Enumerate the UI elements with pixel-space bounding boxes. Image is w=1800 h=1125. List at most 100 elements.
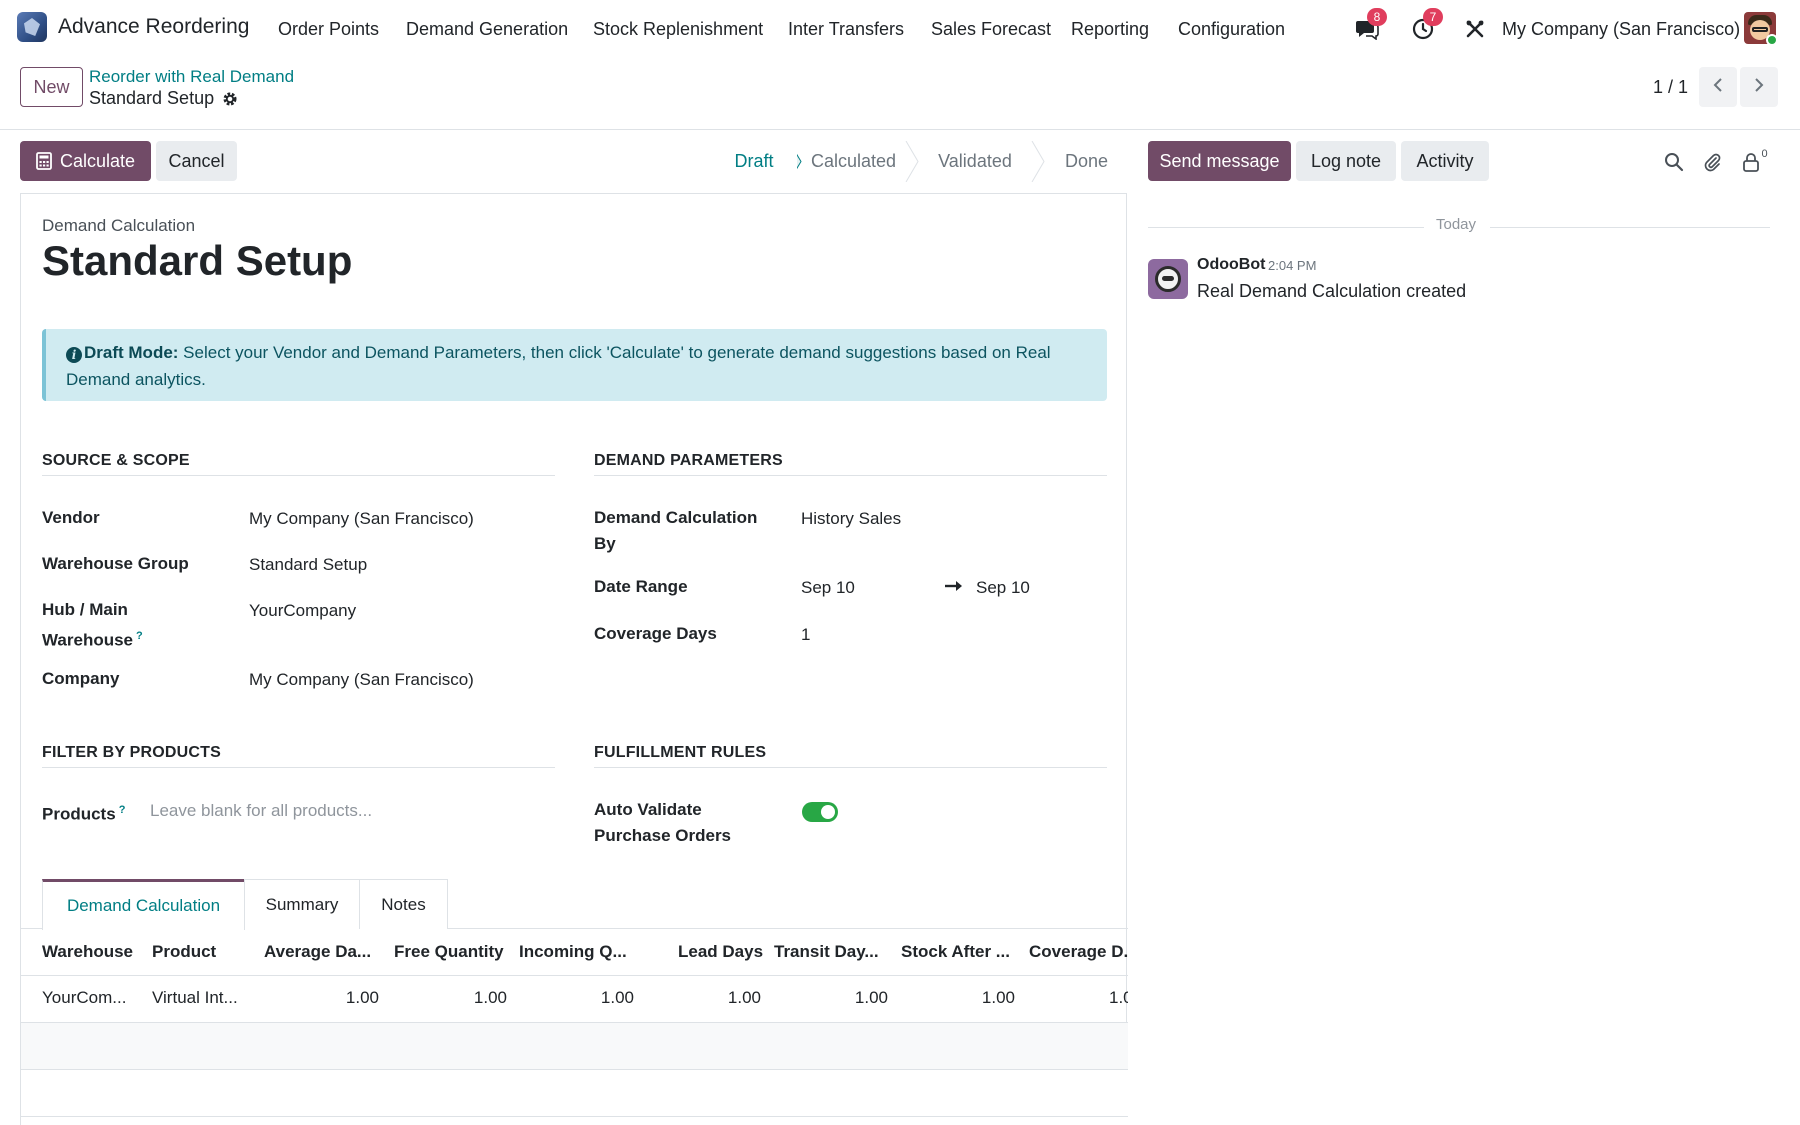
calculator-icon xyxy=(36,152,52,170)
pager-previous-button[interactable] xyxy=(1699,67,1737,107)
form-sheet: Demand Calculation Standard Setup i Draft… xyxy=(20,193,1128,1125)
date-separator: Today xyxy=(1148,216,1770,236)
activities-clock-icon[interactable]: 7 xyxy=(1409,8,1443,43)
log-note-button[interactable]: Log note xyxy=(1296,141,1396,181)
table-row[interactable]: YourCom... Virtual Int... 1.00 1.00 1.00… xyxy=(21,976,1128,1023)
app-name[interactable]: Advance Reordering xyxy=(58,15,250,38)
date-separator-label: Today xyxy=(1436,216,1477,233)
cell-product[interactable]: Virtual Int... xyxy=(152,988,238,1007)
column-header-warehouse[interactable]: Warehouse xyxy=(42,942,134,961)
app-logo-icon[interactable] xyxy=(17,12,47,42)
calculate-button[interactable]: Calculate xyxy=(20,141,151,181)
date-to-field[interactable]: Sep 10 xyxy=(976,578,1030,597)
help-tooltip-icon[interactable]: ? xyxy=(136,630,143,642)
activity-button[interactable]: Activity xyxy=(1401,141,1489,181)
tab-notes[interactable]: Notes xyxy=(359,879,448,929)
cell-coverage-days[interactable]: 1.00 xyxy=(1109,988,1128,1007)
alert-text: Select your Vendor and Demand Parameters… xyxy=(66,343,1051,389)
menu-order-points[interactable]: Order Points xyxy=(278,19,380,39)
section-demand-parameters: DEMAND PARAMETERS xyxy=(594,452,783,469)
menu-configuration[interactable]: Configuration xyxy=(1178,19,1286,39)
odoobot-avatar[interactable] xyxy=(1148,259,1188,299)
vendor-label: Vendor xyxy=(42,508,100,527)
status-step-done[interactable]: Done xyxy=(1064,151,1109,171)
cell-incoming-qty[interactable]: 1.00 xyxy=(600,988,634,1007)
column-header-transit-days[interactable]: Transit Day... xyxy=(774,942,879,961)
new-button[interactable]: New xyxy=(20,67,83,107)
paperclip-icon[interactable] xyxy=(1700,150,1724,174)
status-step-draft[interactable]: Draft xyxy=(711,141,797,182)
status-step-validated[interactable]: Validated xyxy=(938,151,1012,171)
messages-icon[interactable]: 8 xyxy=(1353,8,1387,43)
menu-sales-forecast[interactable]: Sales Forecast xyxy=(931,19,1052,39)
breadcrumb-current: Standard Setup xyxy=(89,88,238,109)
products-label: Products? xyxy=(42,797,125,828)
cell-free-quantity[interactable]: 1.00 xyxy=(473,988,507,1007)
menu-stock-replenishment[interactable]: Stock Replenishment xyxy=(593,19,764,39)
vendor-field[interactable]: My Company (San Francisco) xyxy=(249,509,474,528)
cell-transit-days[interactable]: 1.00 xyxy=(854,988,888,1007)
auto-validate-label: Auto Validate Purchase Orders xyxy=(594,800,732,845)
cell-warehouse[interactable]: YourCom... xyxy=(42,988,127,1007)
calculate-button-label: Calculate xyxy=(59,150,136,171)
pager-value[interactable]: 1 / 1 xyxy=(1653,77,1689,97)
column-header-lead-days[interactable]: Lead Days xyxy=(678,942,764,961)
column-header-free-quantity[interactable]: Free Quantity xyxy=(394,942,504,961)
coverage-days-label: Coverage Days xyxy=(594,624,717,643)
demand-calculation-by-field[interactable]: History Sales xyxy=(801,509,902,528)
menu-reporting[interactable]: Reporting xyxy=(1071,19,1150,39)
cell-lead-days[interactable]: 1.00 xyxy=(727,988,761,1007)
empty-table-row xyxy=(21,1117,1128,1125)
section-divider xyxy=(594,475,1107,476)
message-body: Real Demand Calculation created xyxy=(1197,281,1467,301)
status-step-calculated[interactable]: Calculated xyxy=(810,151,897,171)
gear-icon[interactable] xyxy=(222,91,238,107)
menu-demand-generation[interactable]: Demand Generation xyxy=(406,19,569,39)
pager-next-button[interactable] xyxy=(1740,67,1778,107)
draft-mode-alert: i Draft Mode: Select your Vendor and Dema… xyxy=(42,329,1107,401)
lock-user-icon xyxy=(1742,152,1760,172)
followers-button[interactable]: 0 xyxy=(1738,148,1772,174)
column-header-average-daily[interactable]: Average Da... xyxy=(264,942,372,961)
followers-count: 0 xyxy=(1761,148,1768,160)
message-author[interactable]: OdooBot xyxy=(1197,256,1266,273)
warehouse-group-label: Warehouse Group xyxy=(42,554,189,573)
company-switcher[interactable]: My Company (San Francisco) xyxy=(1502,19,1741,39)
date-from-field[interactable]: Sep 10 xyxy=(801,578,855,597)
products-input[interactable]: Leave blank for all products... xyxy=(150,801,373,820)
tab-summary[interactable]: Summary xyxy=(244,879,360,929)
warehouse-group-field[interactable]: Standard Setup xyxy=(249,555,368,574)
messages-badge: 8 xyxy=(1367,8,1387,26)
column-header-stock-after[interactable]: Stock After ... xyxy=(901,942,1010,961)
breadcrumb-parent-link[interactable]: Reorder with Real Demand xyxy=(89,67,295,86)
breadcrumb-current-label: Standard Setup xyxy=(89,88,215,108)
form-subtitle: Demand Calculation xyxy=(42,216,196,235)
coverage-days-field[interactable]: 1 xyxy=(801,625,811,644)
menu-inter-transfers[interactable]: Inter Transfers xyxy=(788,19,905,39)
table-header: Warehouse Product Average Da... Free Qua… xyxy=(21,929,1128,976)
help-tooltip-icon[interactable]: ? xyxy=(118,804,126,816)
chevron-right-icon xyxy=(1753,77,1765,98)
cancel-button[interactable]: Cancel xyxy=(156,141,237,181)
hub-main-warehouse-field[interactable]: YourCompany xyxy=(249,601,357,620)
company-field[interactable]: My Company (San Francisco) xyxy=(249,670,474,689)
column-header-product[interactable]: Product xyxy=(152,942,217,961)
hub-main-warehouse-label: Hub / Main Warehouse? xyxy=(42,597,202,654)
arrow-right-icon xyxy=(944,576,964,601)
search-icon[interactable] xyxy=(1662,150,1686,174)
hub-main-warehouse-label-text: Hub / Main Warehouse xyxy=(42,600,134,650)
form-title[interactable]: Standard Setup xyxy=(42,237,353,284)
section-divider xyxy=(594,767,1107,768)
auto-validate-toggle[interactable] xyxy=(802,802,838,822)
column-header-incoming-qty[interactable]: Incoming Q... xyxy=(519,942,627,961)
tab-demand-calculation[interactable]: Demand Calculation xyxy=(42,879,245,930)
send-message-button[interactable]: Send message xyxy=(1148,141,1291,181)
column-header-coverage-days[interactable]: Coverage D... xyxy=(1029,942,1128,961)
section-filter-by-products: FILTER BY PRODUCTS xyxy=(42,744,222,761)
company-label: Company xyxy=(42,669,120,688)
cell-stock-after[interactable]: 1.00 xyxy=(981,988,1015,1007)
cell-average-daily[interactable]: 1.00 xyxy=(345,988,379,1007)
info-circle-icon: i xyxy=(66,347,82,363)
debug-tools-icon[interactable] xyxy=(1461,15,1489,43)
demand-calculation-by-label: Demand Calculation By xyxy=(594,508,758,553)
